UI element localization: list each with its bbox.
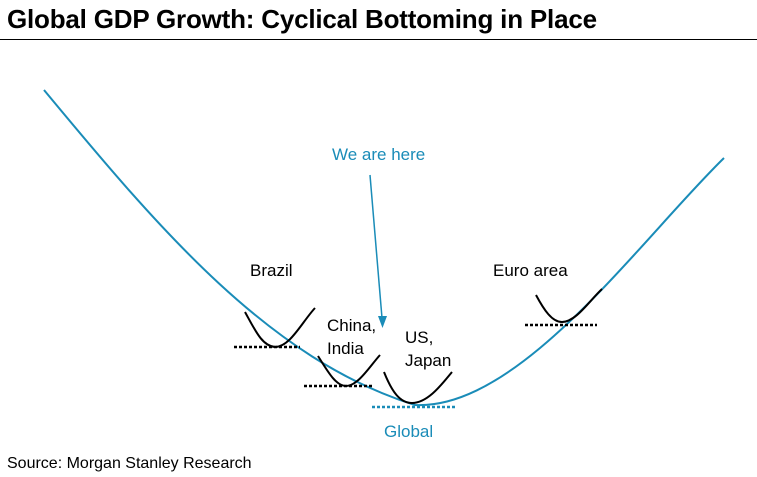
page-title: Global GDP Growth: Cyclical Bottoming in… [7,4,597,34]
brazil-curve [244,307,316,349]
we-are-here-label: We are here [332,145,425,164]
global-curve [43,89,725,407]
we-are-here-arrow [369,174,383,319]
us-japan-curve [383,371,453,405]
us-japan-label-line2: Japan [405,351,451,370]
arrow-head [378,316,387,328]
euro-area-label: Euro area [493,261,568,280]
china-india-curve [317,354,381,388]
euro-area-curve [535,288,603,324]
source-note: Source: Morgan Stanley Research [7,455,252,472]
title-divider [0,39,757,40]
china-india-label-line1: China, [327,316,376,335]
china-india-label-line2: India [327,339,364,358]
us-japan-label-line1: US, [405,328,433,347]
global-label: Global [384,422,433,441]
brazil-label: Brazil [250,261,293,280]
